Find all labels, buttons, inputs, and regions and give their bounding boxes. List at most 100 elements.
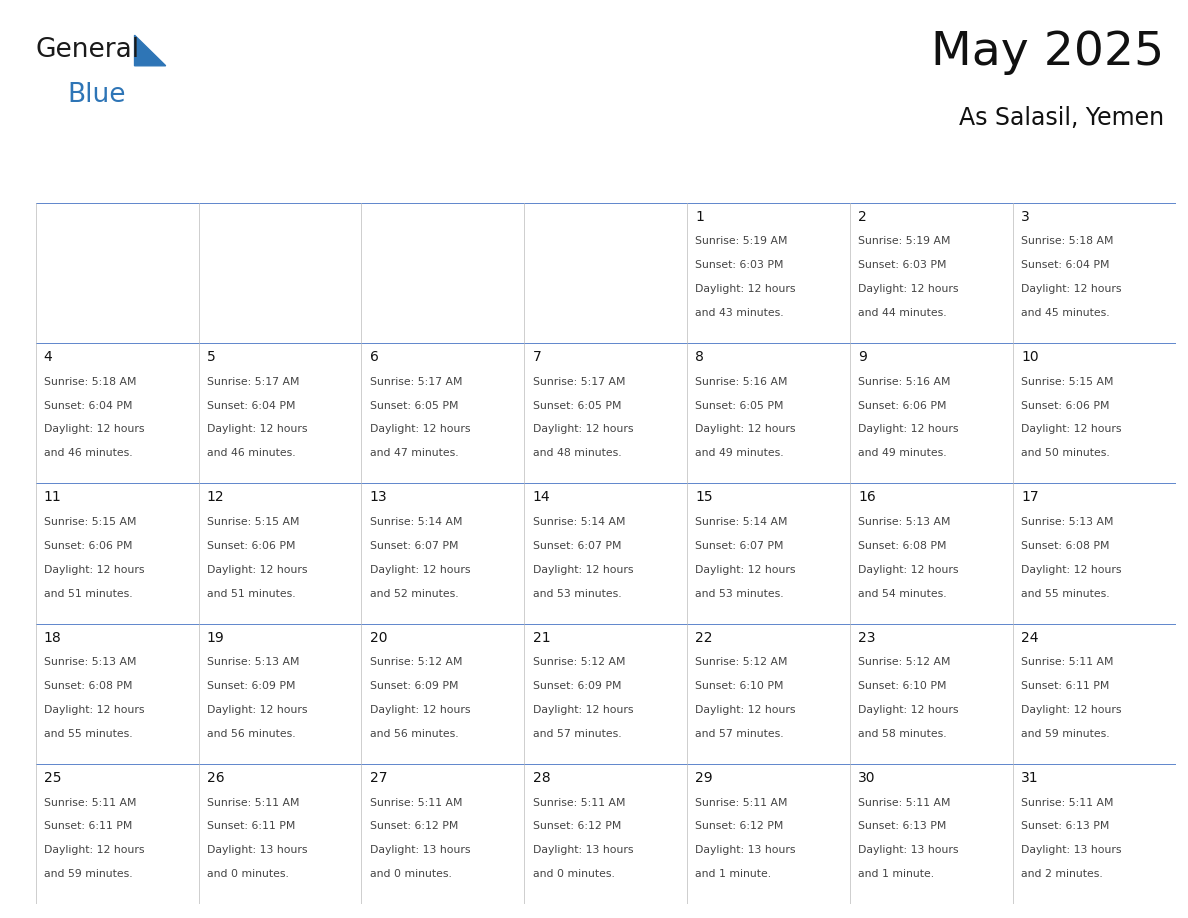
Text: and 55 minutes.: and 55 minutes. xyxy=(1022,588,1110,599)
Text: Sunset: 6:04 PM: Sunset: 6:04 PM xyxy=(207,400,295,410)
Text: Daylight: 13 hours: Daylight: 13 hours xyxy=(695,845,796,856)
Text: Sunrise: 5:11 AM: Sunrise: 5:11 AM xyxy=(532,798,625,808)
Text: 16: 16 xyxy=(859,490,877,504)
Text: 18: 18 xyxy=(44,631,62,644)
Text: Sunrise: 5:17 AM: Sunrise: 5:17 AM xyxy=(207,376,299,386)
Text: Friday: Friday xyxy=(860,170,911,185)
Text: and 45 minutes.: and 45 minutes. xyxy=(1022,308,1110,318)
Text: and 51 minutes.: and 51 minutes. xyxy=(44,588,132,599)
Text: Daylight: 13 hours: Daylight: 13 hours xyxy=(532,845,633,856)
Text: and 48 minutes.: and 48 minutes. xyxy=(532,448,621,458)
Text: As Salasil, Yemen: As Salasil, Yemen xyxy=(959,106,1164,129)
Text: Daylight: 12 hours: Daylight: 12 hours xyxy=(1022,565,1121,575)
Text: 17: 17 xyxy=(1022,490,1040,504)
Text: Sunset: 6:07 PM: Sunset: 6:07 PM xyxy=(369,541,459,551)
Text: 3: 3 xyxy=(1022,209,1030,224)
Text: Sunset: 6:04 PM: Sunset: 6:04 PM xyxy=(44,400,132,410)
Text: Sunrise: 5:18 AM: Sunrise: 5:18 AM xyxy=(1022,236,1114,246)
Text: Sunset: 6:12 PM: Sunset: 6:12 PM xyxy=(532,822,621,832)
Text: and 53 minutes.: and 53 minutes. xyxy=(532,588,621,599)
Text: Daylight: 12 hours: Daylight: 12 hours xyxy=(859,705,959,715)
Text: 30: 30 xyxy=(859,771,876,785)
Text: and 58 minutes.: and 58 minutes. xyxy=(859,729,947,739)
Text: and 53 minutes.: and 53 minutes. xyxy=(695,588,784,599)
Text: 29: 29 xyxy=(695,771,713,785)
Text: Daylight: 13 hours: Daylight: 13 hours xyxy=(1022,845,1121,856)
Text: and 56 minutes.: and 56 minutes. xyxy=(369,729,459,739)
Text: Saturday: Saturday xyxy=(1023,170,1098,185)
Text: Sunset: 6:11 PM: Sunset: 6:11 PM xyxy=(207,822,295,832)
Text: Thursday: Thursday xyxy=(697,170,773,185)
Text: Sunrise: 5:11 AM: Sunrise: 5:11 AM xyxy=(695,798,788,808)
Text: Sunset: 6:11 PM: Sunset: 6:11 PM xyxy=(44,822,132,832)
Text: and 2 minutes.: and 2 minutes. xyxy=(1022,869,1104,879)
Text: Sunrise: 5:11 AM: Sunrise: 5:11 AM xyxy=(1022,798,1114,808)
Text: and 52 minutes.: and 52 minutes. xyxy=(369,588,459,599)
Text: Daylight: 12 hours: Daylight: 12 hours xyxy=(532,565,633,575)
Text: 12: 12 xyxy=(207,490,225,504)
Text: Sunrise: 5:13 AM: Sunrise: 5:13 AM xyxy=(44,657,137,667)
Text: Sunrise: 5:13 AM: Sunrise: 5:13 AM xyxy=(859,517,950,527)
Text: 14: 14 xyxy=(532,490,550,504)
Text: Daylight: 12 hours: Daylight: 12 hours xyxy=(369,424,470,434)
Text: 13: 13 xyxy=(369,490,387,504)
Text: Sunrise: 5:11 AM: Sunrise: 5:11 AM xyxy=(1022,657,1114,667)
Text: and 44 minutes.: and 44 minutes. xyxy=(859,308,947,318)
Text: Sunset: 6:13 PM: Sunset: 6:13 PM xyxy=(859,822,947,832)
Text: and 57 minutes.: and 57 minutes. xyxy=(532,729,621,739)
Text: Daylight: 12 hours: Daylight: 12 hours xyxy=(1022,424,1121,434)
Text: Sunrise: 5:14 AM: Sunrise: 5:14 AM xyxy=(532,517,625,527)
Text: Daylight: 12 hours: Daylight: 12 hours xyxy=(695,565,796,575)
Text: Sunset: 6:10 PM: Sunset: 6:10 PM xyxy=(695,681,784,691)
Text: Sunrise: 5:15 AM: Sunrise: 5:15 AM xyxy=(1022,376,1114,386)
Text: and 55 minutes.: and 55 minutes. xyxy=(44,729,132,739)
Text: Sunrise: 5:12 AM: Sunrise: 5:12 AM xyxy=(859,657,950,667)
Text: 23: 23 xyxy=(859,631,876,644)
Text: Sunrise: 5:17 AM: Sunrise: 5:17 AM xyxy=(369,376,462,386)
Text: Sunset: 6:12 PM: Sunset: 6:12 PM xyxy=(369,822,459,832)
Text: Sunset: 6:07 PM: Sunset: 6:07 PM xyxy=(695,541,784,551)
Text: 28: 28 xyxy=(532,771,550,785)
Text: Sunset: 6:08 PM: Sunset: 6:08 PM xyxy=(44,681,132,691)
Text: Sunrise: 5:14 AM: Sunrise: 5:14 AM xyxy=(695,517,788,527)
Text: Daylight: 12 hours: Daylight: 12 hours xyxy=(207,705,308,715)
Text: Tuesday: Tuesday xyxy=(372,170,438,185)
Text: Sunrise: 5:18 AM: Sunrise: 5:18 AM xyxy=(44,376,137,386)
Text: Daylight: 13 hours: Daylight: 13 hours xyxy=(369,845,470,856)
Text: Sunrise: 5:12 AM: Sunrise: 5:12 AM xyxy=(695,657,788,667)
Text: Sunrise: 5:17 AM: Sunrise: 5:17 AM xyxy=(532,376,625,386)
Text: Sunset: 6:03 PM: Sunset: 6:03 PM xyxy=(859,260,947,270)
Text: 4: 4 xyxy=(44,350,52,364)
Text: Monday: Monday xyxy=(208,170,273,185)
Text: 10: 10 xyxy=(1022,350,1040,364)
Text: and 43 minutes.: and 43 minutes. xyxy=(695,308,784,318)
Text: Sunrise: 5:16 AM: Sunrise: 5:16 AM xyxy=(859,376,950,386)
Text: and 0 minutes.: and 0 minutes. xyxy=(532,869,614,879)
Text: 27: 27 xyxy=(369,771,387,785)
Text: Daylight: 12 hours: Daylight: 12 hours xyxy=(532,705,633,715)
Text: and 54 minutes.: and 54 minutes. xyxy=(859,588,947,599)
Text: Sunrise: 5:11 AM: Sunrise: 5:11 AM xyxy=(369,798,462,808)
Text: Sunset: 6:11 PM: Sunset: 6:11 PM xyxy=(1022,681,1110,691)
Text: 24: 24 xyxy=(1022,631,1038,644)
Text: Sunset: 6:09 PM: Sunset: 6:09 PM xyxy=(369,681,459,691)
Text: Sunset: 6:06 PM: Sunset: 6:06 PM xyxy=(44,541,132,551)
Text: Daylight: 12 hours: Daylight: 12 hours xyxy=(695,705,796,715)
Text: Daylight: 12 hours: Daylight: 12 hours xyxy=(44,565,144,575)
Text: 9: 9 xyxy=(859,350,867,364)
Text: and 46 minutes.: and 46 minutes. xyxy=(44,448,132,458)
Text: and 0 minutes.: and 0 minutes. xyxy=(207,869,289,879)
Text: Sunday: Sunday xyxy=(45,170,106,185)
Text: Sunrise: 5:11 AM: Sunrise: 5:11 AM xyxy=(207,798,299,808)
Text: 15: 15 xyxy=(695,490,713,504)
Text: Daylight: 12 hours: Daylight: 12 hours xyxy=(207,565,308,575)
Text: Daylight: 12 hours: Daylight: 12 hours xyxy=(695,284,796,294)
Text: Sunset: 6:05 PM: Sunset: 6:05 PM xyxy=(369,400,459,410)
Text: 20: 20 xyxy=(369,631,387,644)
Polygon shape xyxy=(134,35,165,66)
Text: and 47 minutes.: and 47 minutes. xyxy=(369,448,459,458)
Text: General: General xyxy=(36,38,140,63)
Text: Sunset: 6:06 PM: Sunset: 6:06 PM xyxy=(859,400,947,410)
Text: Sunrise: 5:19 AM: Sunrise: 5:19 AM xyxy=(695,236,788,246)
Text: 1: 1 xyxy=(695,209,704,224)
